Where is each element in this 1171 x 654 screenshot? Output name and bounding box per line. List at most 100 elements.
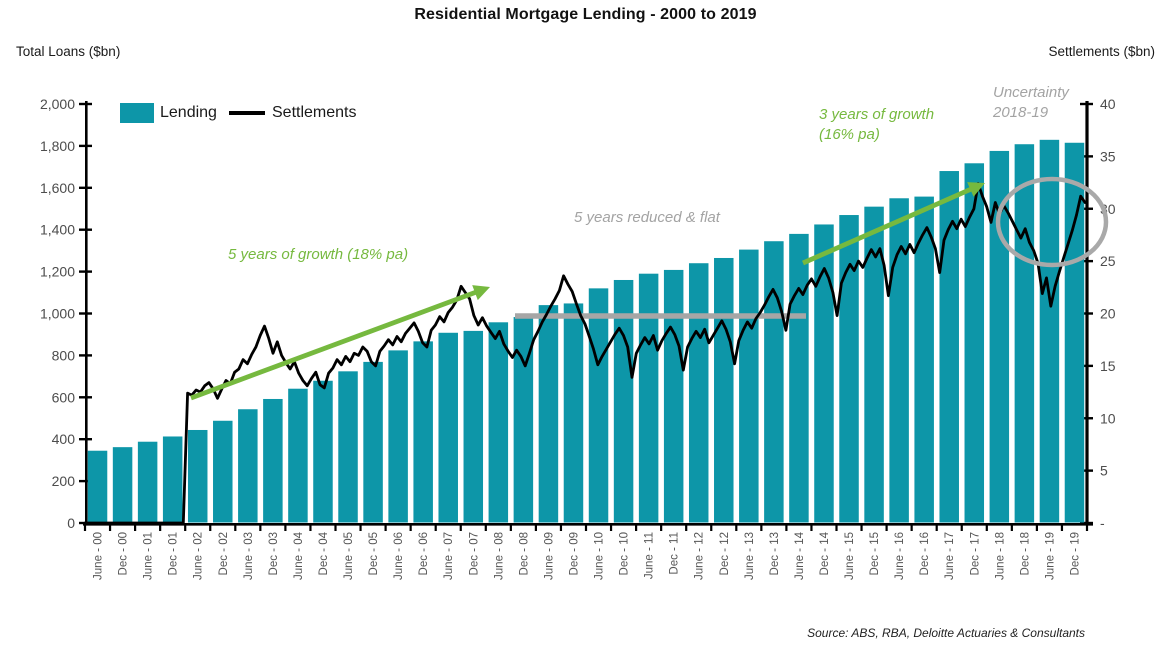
svg-text:1,200: 1,200 xyxy=(40,264,75,280)
annotation-growth-2015-17: 3 years of growth (16% pa) xyxy=(819,105,934,145)
lending-bar xyxy=(263,398,283,523)
x-axis-label: June - 03 xyxy=(243,532,255,580)
lending-bar xyxy=(513,317,534,523)
svg-text:40: 40 xyxy=(1100,96,1116,112)
lending-bar xyxy=(764,241,784,523)
x-axis-label: Dec - 17 xyxy=(969,532,981,575)
lending-bar xyxy=(463,330,484,523)
x-axis-label: June - 08 xyxy=(493,532,505,580)
x-axis-label: June - 19 xyxy=(1044,532,1056,580)
lending-bar xyxy=(213,420,233,523)
x-axis-label: Dec - 15 xyxy=(869,532,881,575)
left-axis-title: Total Loans ($bn) xyxy=(16,44,121,59)
uncertainty-ellipse xyxy=(995,176,1109,268)
trend-arrow xyxy=(190,288,480,401)
x-axis-label: Dec - 16 xyxy=(919,532,931,575)
source-note: Source: ABS, RBA, Deloitte Actuaries & C… xyxy=(807,626,1085,640)
x-axis-label: Dec - 19 xyxy=(1069,532,1081,575)
x-axis-label: June - 01 xyxy=(143,532,155,580)
lending-bar xyxy=(964,163,985,523)
lending-bar xyxy=(363,361,383,523)
lending-bar xyxy=(889,198,909,523)
annotation-uncertainty-line1: Uncertainty xyxy=(993,84,1069,101)
svg-text:200: 200 xyxy=(52,473,76,489)
x-axis-label: Dec - 12 xyxy=(719,532,731,575)
annotation-growth-2003-07: 5 years of growth (18% pa) xyxy=(228,246,409,263)
x-axis-label: June - 10 xyxy=(594,532,606,580)
x-axis-label: June - 17 xyxy=(944,532,956,580)
svg-text:1,400: 1,400 xyxy=(40,222,75,238)
svg-text:1,600: 1,600 xyxy=(40,180,75,196)
lending-bar xyxy=(663,269,684,523)
lending-bar xyxy=(288,388,308,523)
x-axis-label: June - 09 xyxy=(543,532,555,580)
x-axis-label: June - 16 xyxy=(894,532,906,580)
lending-bar xyxy=(914,196,934,523)
svg-text:800: 800 xyxy=(52,347,76,363)
x-axis-label: Dec - 01 xyxy=(168,532,180,575)
legend-line-label: Settlements xyxy=(272,104,357,121)
x-axis-label: June - 05 xyxy=(343,532,355,580)
x-axis-label: Dec - 03 xyxy=(268,532,280,575)
lending-bar xyxy=(488,322,509,523)
lending-bar xyxy=(714,257,734,523)
lending-bar xyxy=(112,447,133,523)
x-axis-label: Dec - 18 xyxy=(1019,532,1031,575)
annotation-reduced-flat: 5 years reduced & flat xyxy=(574,209,720,226)
x-axis-label: June - 18 xyxy=(994,532,1006,580)
x-axis-label: June - 12 xyxy=(694,532,706,580)
x-axis-label: Dec - 11 xyxy=(669,532,681,575)
svg-text:15: 15 xyxy=(1100,358,1116,374)
svg-text:2,000: 2,000 xyxy=(40,96,75,112)
x-axis-label: Dec - 06 xyxy=(418,532,430,575)
x-axis-label: June - 04 xyxy=(293,531,305,580)
annotation-uncertainty-line2: 2018-19 xyxy=(993,104,1049,121)
lending-bar xyxy=(613,279,634,523)
svg-text:5: 5 xyxy=(1100,463,1108,479)
legend-line-swatch xyxy=(229,111,265,115)
x-axis-label: June - 13 xyxy=(744,532,756,580)
lending-bar xyxy=(238,409,258,523)
x-axis-label: Dec - 07 xyxy=(468,532,480,575)
svg-text:1,800: 1,800 xyxy=(40,138,75,154)
annotation-growth-2015-17-line1: 3 years of growth xyxy=(819,106,935,123)
svg-text:600: 600 xyxy=(52,389,76,405)
lending-bar xyxy=(87,450,108,523)
x-axis-label: June - 15 xyxy=(844,532,856,580)
lending-bar xyxy=(864,206,884,523)
annotation-uncertainty: Uncertainty 2018-19 xyxy=(993,83,1069,123)
svg-text:1,000: 1,000 xyxy=(40,306,75,322)
x-axis-label: June - 11 xyxy=(644,532,656,579)
trend-arrow-head xyxy=(472,285,490,301)
x-axis-label: Dec - 10 xyxy=(619,532,631,575)
x-axis-label: Dec - 14 xyxy=(819,531,831,575)
x-axis-label: June - 00 xyxy=(93,532,105,580)
x-axis-label: June - 07 xyxy=(443,532,455,580)
svg-text:25: 25 xyxy=(1100,253,1116,269)
x-axis-label: June - 14 xyxy=(794,531,806,580)
lending-bar xyxy=(839,215,859,523)
lending-bar xyxy=(137,441,158,523)
svg-text:35: 35 xyxy=(1100,148,1116,164)
settlements-line xyxy=(83,182,1087,525)
svg-text:10: 10 xyxy=(1100,410,1116,426)
x-axis-label: Dec - 09 xyxy=(568,532,580,575)
legend-bar-swatch xyxy=(120,103,154,123)
chart-title: Residential Mortgage Lending - 2000 to 2… xyxy=(414,6,757,23)
lending-bar xyxy=(638,273,659,523)
x-axis-label: Dec - 13 xyxy=(769,532,781,575)
lending-bar xyxy=(814,224,834,523)
lending-bar xyxy=(162,436,183,523)
lending-bar xyxy=(438,332,458,523)
lending-bar xyxy=(789,233,809,523)
lending-bar xyxy=(338,371,358,523)
lending-bar xyxy=(588,288,609,523)
lending-bar xyxy=(688,263,709,523)
lending-bar xyxy=(1039,139,1060,523)
lending-bar xyxy=(739,249,759,523)
lending-bar xyxy=(313,380,333,523)
lending-bar xyxy=(538,305,559,523)
right-axis-title: Settlements ($bn) xyxy=(1048,44,1155,59)
